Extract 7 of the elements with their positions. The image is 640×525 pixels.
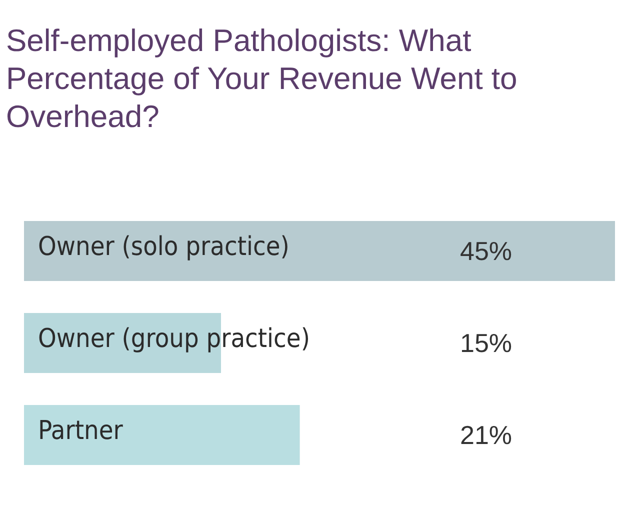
data-label: 21% (460, 420, 512, 450)
chart-title: Self-employed Pathologists: What Percentage of Your Revenue Went to Overhead? (6, 22, 518, 136)
y-tick-label: Owner (group practice) (38, 324, 310, 354)
y-tick-label: Partner (38, 416, 124, 446)
y-tick-label: Owner (solo practice) (38, 232, 290, 262)
data-label: 15% (460, 328, 512, 358)
data-label: 45% (460, 236, 512, 266)
